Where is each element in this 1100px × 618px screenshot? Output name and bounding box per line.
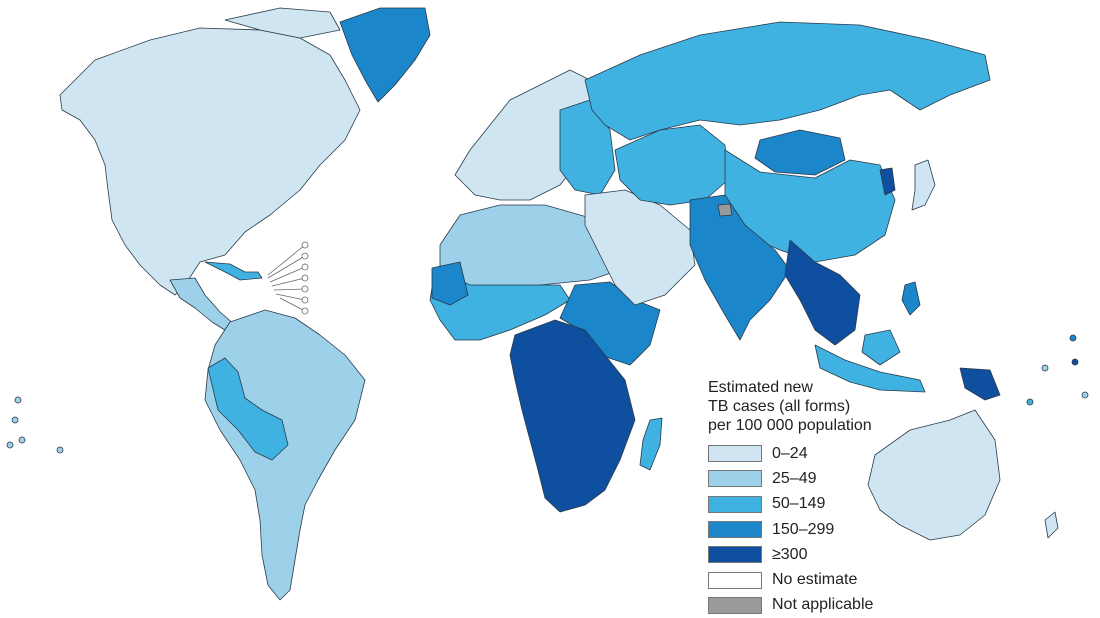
region-madagascar (639, 417, 663, 471)
map-legend: Estimated new TB cases (all forms) per 1… (708, 378, 908, 618)
legend-item: 25–49 (708, 466, 908, 491)
island-dot (56, 446, 64, 454)
legend-swatch (708, 521, 762, 539)
legend-swatch (708, 571, 762, 589)
legend-title-line: Estimated new (708, 379, 813, 396)
region-north-korea (879, 167, 896, 196)
legend-item: No estimate (708, 567, 908, 592)
legend-item: Not applicable (708, 593, 908, 618)
callout-dot (301, 241, 309, 249)
callout-dot (301, 285, 309, 293)
region-peru-bolivia (207, 357, 289, 461)
region-greenland (339, 7, 431, 103)
legend-swatch (708, 445, 762, 463)
region-south-asia (689, 194, 791, 341)
region-central-america (169, 277, 236, 333)
callout-dot (301, 307, 309, 315)
legend-swatch (708, 495, 762, 513)
callout-dot (301, 296, 309, 304)
legend-item: 0–24 (708, 441, 908, 466)
legend-label: 150–299 (772, 520, 835, 538)
region-russia (584, 21, 991, 141)
callout-dot (301, 252, 309, 260)
island-dot (11, 416, 19, 424)
legend-label: Not applicable (772, 596, 874, 614)
region-afghanistan (717, 203, 733, 217)
island-dot (1069, 334, 1077, 342)
island-dot (1041, 364, 1049, 372)
legend-title-line: per 100 000 population (708, 417, 872, 434)
legend-item: 50–149 (708, 492, 908, 517)
island-dot (6, 441, 14, 449)
island-dot (18, 436, 26, 444)
region-southeast-asia (784, 239, 861, 346)
legend-swatch (708, 596, 762, 614)
callout-dot (301, 274, 309, 282)
legend-item: ≥300 (708, 542, 908, 567)
island-dot (1081, 391, 1089, 399)
legend-title-line: TB cases (all forms) (708, 398, 851, 415)
region-indonesia (814, 344, 926, 393)
region-mongolia (754, 129, 846, 176)
legend-label: 50–149 (772, 495, 826, 513)
region-central-asia (614, 124, 729, 206)
region-philippines (901, 281, 921, 316)
region-caribbean (204, 261, 263, 281)
region-new-zealand (1044, 511, 1059, 539)
legend-title: Estimated new TB cases (all forms) per 1… (708, 378, 908, 435)
legend-swatch (708, 546, 762, 564)
region-arctic-islands (224, 7, 341, 39)
island-dot (14, 396, 22, 404)
region-mauritania (431, 261, 469, 306)
island-dot (1071, 358, 1079, 366)
region-papua-new-guinea (959, 367, 1001, 401)
legend-swatch (708, 470, 762, 488)
callout-dot (301, 263, 309, 271)
legend-label: ≥300 (772, 545, 808, 563)
island-dot (1026, 398, 1034, 406)
legend-label: 0–24 (772, 444, 808, 462)
region-australia (867, 409, 1001, 541)
region-south-america (204, 309, 366, 601)
region-north-america (59, 27, 361, 296)
legend-label: No estimate (772, 571, 858, 589)
region-japan (911, 159, 936, 211)
region-central-southern-africa (509, 319, 636, 513)
legend-item: 150–299 (708, 517, 908, 542)
region-borneo (861, 329, 901, 366)
legend-label: 25–49 (772, 469, 817, 487)
